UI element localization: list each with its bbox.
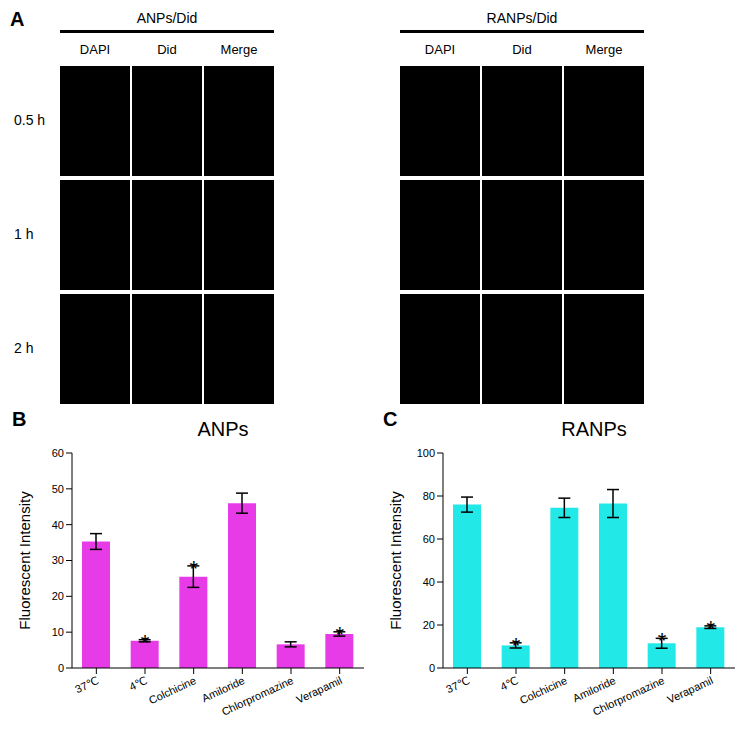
svg-text:0: 0	[58, 662, 64, 674]
html-text:ANPs/Did: ANPs/Did	[136, 10, 198, 26]
html-text:0.5 h: 0.5 h	[14, 112, 46, 128]
svg-text:0: 0	[429, 662, 435, 674]
svg-text:Fluorescent Intensity: Fluorescent Intensity	[16, 491, 33, 630]
svg-text:Verapamil: Verapamil	[294, 674, 343, 706]
svg-text:*: *	[706, 616, 715, 641]
html-text:Did: Did	[157, 42, 177, 57]
html-text:Did: Did	[512, 42, 532, 57]
html-text:B: B	[12, 408, 27, 430]
html-text:Merge: Merge	[585, 42, 623, 57]
svg-text:40: 40	[423, 576, 435, 588]
html-text:1 h: 1 h	[14, 226, 34, 242]
svg-text:20: 20	[423, 619, 435, 631]
svg-text:50: 50	[52, 483, 64, 495]
svg-text:100: 100	[417, 447, 435, 459]
svg-text:Chlorpromazine: Chlorpromazine	[591, 674, 666, 718]
svg-text:Colchicine: Colchicine	[518, 674, 569, 706]
html-text:RANPs: RANPs	[561, 418, 627, 440]
html-text:2 h: 2 h	[14, 340, 34, 356]
html-text:A: A	[10, 8, 25, 30]
svg-text:*: *	[335, 622, 344, 647]
svg-text:37℃: 37℃	[73, 674, 100, 695]
svg-text:4℃: 4℃	[127, 674, 149, 693]
svg-text:*: *	[512, 633, 521, 658]
svg-text:60: 60	[52, 447, 64, 459]
html-text:DAPI: DAPI	[424, 42, 456, 57]
svg-text:*: *	[189, 556, 198, 581]
svg-text:Amiloride: Amiloride	[199, 674, 247, 705]
svg-text:Colchicine: Colchicine	[147, 674, 198, 706]
svg-text:80: 80	[423, 490, 435, 502]
svg-text:Amiloride: Amiloride	[570, 674, 618, 705]
svg-text:*: *	[141, 630, 150, 655]
svg-text:4℃: 4℃	[498, 674, 520, 693]
svg-text:10: 10	[52, 626, 64, 638]
svg-text:Verapamil: Verapamil	[665, 674, 714, 706]
html-text:Merge: Merge	[220, 42, 258, 57]
svg-text:20: 20	[52, 590, 64, 602]
svg-text:37℃: 37℃	[444, 674, 471, 695]
html-text:C: C	[383, 408, 398, 430]
svg-text:*: *	[658, 628, 667, 653]
svg-text:60: 60	[423, 533, 435, 545]
svg-text:40: 40	[52, 519, 64, 531]
html-text:ANPs: ANPs	[197, 418, 249, 440]
svg-text:Fluorescent Intensity: Fluorescent Intensity	[387, 491, 404, 630]
html-text:DAPI: DAPI	[79, 42, 111, 57]
svg-text:Chlorpromazine: Chlorpromazine	[220, 674, 295, 718]
html-text:RANPs/Did: RANPs/Did	[486, 10, 558, 26]
svg-text:30: 30	[52, 554, 64, 566]
